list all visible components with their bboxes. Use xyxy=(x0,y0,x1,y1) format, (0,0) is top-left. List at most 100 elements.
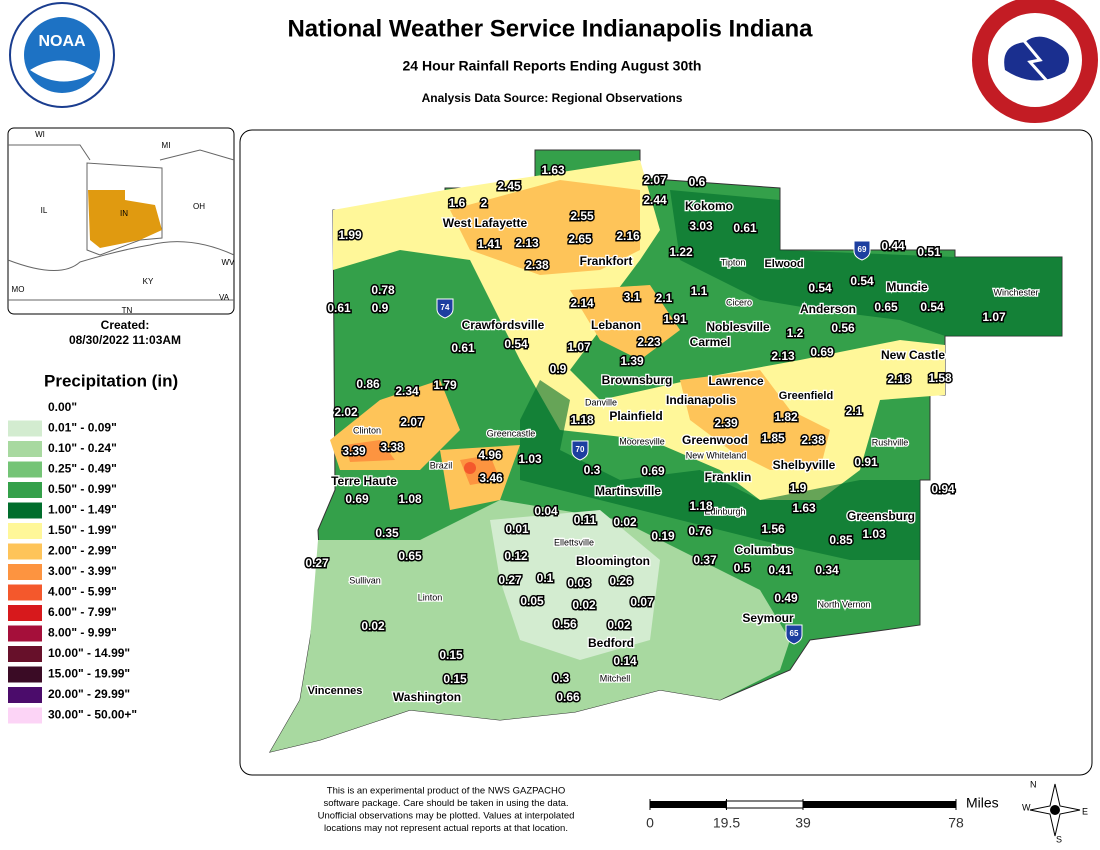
rainfall-report: 0.07 xyxy=(630,595,654,609)
legend-label: 15.00" - 19.99" xyxy=(48,667,130,681)
rainfall-report: 3.38 xyxy=(380,440,404,454)
legend-swatch xyxy=(8,461,42,478)
legend-label: 0.50" - 0.99" xyxy=(48,482,117,496)
rainfall-report: 1.22 xyxy=(669,245,693,259)
disclaimer-line: software package. Care should be taken i… xyxy=(323,798,568,809)
rainfall-report: 0.05 xyxy=(520,594,544,608)
rainfall-report: 2 xyxy=(481,196,488,210)
rainfall-report: 1.63 xyxy=(792,501,816,515)
rainfall-report: 0.02 xyxy=(572,598,596,612)
rainfall-report: 0.01 xyxy=(505,522,529,536)
rainfall-report: 2.07 xyxy=(400,415,424,429)
rainfall-report: 1.03 xyxy=(518,452,542,466)
rainfall-report: 0.56 xyxy=(553,617,577,631)
rainfall-report: 0.54 xyxy=(920,300,944,314)
logo-text: NOAA xyxy=(38,33,86,50)
city-label: Crawfordsville xyxy=(462,318,545,332)
rain-map xyxy=(268,149,1063,753)
rainfall-report: 0.3 xyxy=(584,463,601,477)
legend-label: 3.00" - 3.99" xyxy=(48,564,117,578)
rainfall-report: 2.38 xyxy=(525,258,549,272)
legend-swatch xyxy=(8,564,42,580)
legend-swatch xyxy=(8,625,42,642)
rainfall-report: 4.96 xyxy=(478,448,502,462)
rainfall-report: 0.54 xyxy=(850,274,874,288)
legend-label: 6.00" - 7.99" xyxy=(48,605,117,619)
rainfall-report: 0.76 xyxy=(688,524,712,538)
legend-swatch xyxy=(8,543,42,560)
legend-swatch xyxy=(8,441,42,457)
rainfall-report: 0.02 xyxy=(613,515,637,529)
scale-unit: Miles xyxy=(966,795,999,811)
city-label: Brownsburg xyxy=(602,373,673,387)
rainfall-report: 1.03 xyxy=(862,527,886,541)
source: Analysis Data Source: Regional Observati… xyxy=(422,91,683,105)
interstate-shield xyxy=(785,624,803,645)
disclaimer-line: locations may not represent actual repor… xyxy=(324,823,568,834)
disclaimer-line: Unofficial observations may be plotted. … xyxy=(318,811,575,822)
rainfall-report: 0.3 xyxy=(553,671,570,685)
legend-swatch xyxy=(8,666,42,683)
rainfall-report: 2.14 xyxy=(570,296,594,310)
compass-w: W xyxy=(1022,802,1031,812)
rainfall-report: 0.14 xyxy=(613,654,637,668)
legend-swatch xyxy=(8,646,42,662)
interstate-number: 65 xyxy=(790,629,799,638)
legend-label: 8.00" - 9.99" xyxy=(48,626,117,640)
interstate-number: 74 xyxy=(441,303,450,312)
city-label: Bedford xyxy=(588,636,634,650)
rainfall-report: 0.15 xyxy=(443,672,467,686)
rainfall-report: 0.61 xyxy=(733,221,757,235)
legend-swatch xyxy=(8,605,42,621)
rainfall-report: 1.18 xyxy=(689,499,713,513)
state-label: TN xyxy=(122,306,133,315)
city-label: Elwood xyxy=(764,258,803,270)
state-label: VA xyxy=(219,293,230,302)
rainfall-report: 2.38 xyxy=(801,433,825,447)
rainfall-report: 0.5 xyxy=(734,561,751,575)
rainfall-report: 3.39 xyxy=(342,444,366,458)
rainfall-report: 2.1 xyxy=(846,404,863,418)
city-label: Noblesville xyxy=(706,320,770,334)
rainfall-report: 2.13 xyxy=(771,349,795,363)
rainfall-report: 0.56 xyxy=(831,321,855,335)
city-label: Terre Haute xyxy=(331,474,397,488)
city-label: Martinsville xyxy=(595,484,661,498)
rainfall-report: 0.61 xyxy=(327,301,351,315)
rainfall-report: 2.02 xyxy=(334,405,358,419)
rainfall-report: 0.37 xyxy=(693,553,717,567)
noaa-logo: NOAA xyxy=(9,2,115,108)
city-label: Washington xyxy=(393,690,461,704)
rainfall-report: 1.63 xyxy=(541,163,565,177)
city-label: Frankfort xyxy=(580,254,633,268)
rainfall-report: 2.55 xyxy=(570,209,594,223)
legend-swatch xyxy=(8,502,42,519)
rainfall-report: 1.91 xyxy=(663,312,687,326)
rainfall-report: 0.11 xyxy=(574,513,597,527)
city-label: Rushville xyxy=(872,437,909,447)
city-label: Plainfield xyxy=(609,409,662,423)
rainfall-report: 1.82 xyxy=(774,410,798,424)
created-date: 08/30/2022 11:03AM xyxy=(69,333,181,347)
rainfall-report: 0.78 xyxy=(371,283,395,297)
compass-e: E xyxy=(1082,806,1088,816)
city-label: Bloomington xyxy=(576,554,650,568)
subtitle: 24 Hour Rainfall Reports Ending August 3… xyxy=(403,58,702,74)
rainfall-report: 1.58 xyxy=(928,371,952,385)
legend-title: Precipitation (in) xyxy=(44,371,178,390)
legend-swatch xyxy=(8,523,42,539)
city-label: Anderson xyxy=(800,302,856,316)
rainfall-report: 1.39 xyxy=(620,354,644,368)
rainfall-report: 1.99 xyxy=(338,228,362,242)
rainfall-report: 2.1 xyxy=(656,291,673,305)
rainfall-report: 1.6 xyxy=(449,196,466,210)
city-label: Tipton xyxy=(721,257,746,267)
city-label: Lebanon xyxy=(591,318,641,332)
city-label: Greencastle xyxy=(487,428,536,438)
city-label: Linton xyxy=(418,592,443,602)
rainfall-report: 0.02 xyxy=(607,618,631,632)
title: National Weather Service Indianapolis In… xyxy=(287,15,813,42)
compass-s: S xyxy=(1056,834,1062,844)
rainfall-report: 0.27 xyxy=(498,573,522,587)
scale-label: 39 xyxy=(795,815,811,831)
